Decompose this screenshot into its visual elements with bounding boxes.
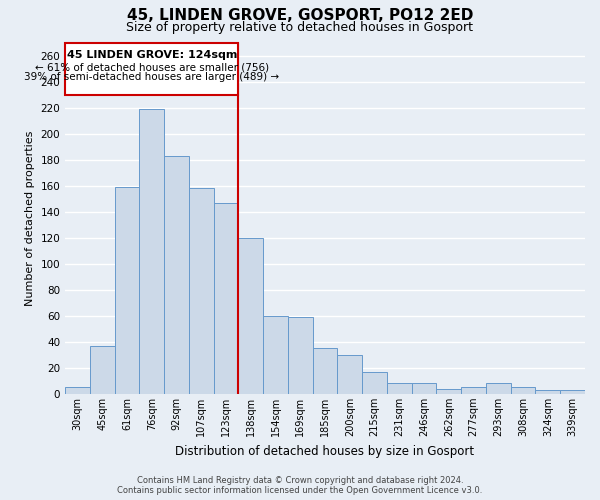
Bar [535,390,560,394]
Bar [214,202,238,394]
Y-axis label: Number of detached properties: Number of detached properties [25,130,35,306]
Text: Size of property relative to detached houses in Gosport: Size of property relative to detached ho… [127,21,473,34]
Bar [139,109,164,394]
Bar [238,238,263,394]
Bar [65,388,90,394]
Bar [461,388,486,394]
Text: 39% of semi-detached houses are larger (489) →: 39% of semi-detached houses are larger (… [24,72,279,83]
Bar [164,156,189,394]
Bar [90,346,115,394]
Text: 45, LINDEN GROVE, GOSPORT, PO12 2ED: 45, LINDEN GROVE, GOSPORT, PO12 2ED [127,8,473,22]
Bar [511,388,535,394]
Bar [436,388,461,394]
Bar [362,372,387,394]
Bar [65,42,238,94]
Text: Contains HM Land Registry data © Crown copyright and database right 2024.: Contains HM Land Registry data © Crown c… [137,476,463,485]
Text: 45 LINDEN GROVE: 124sqm: 45 LINDEN GROVE: 124sqm [67,50,237,60]
Bar [560,390,585,394]
Bar [313,348,337,394]
X-axis label: Distribution of detached houses by size in Gosport: Distribution of detached houses by size … [175,444,475,458]
Bar [486,384,511,394]
Text: Contains public sector information licensed under the Open Government Licence v3: Contains public sector information licen… [118,486,482,495]
Bar [387,384,412,394]
Bar [288,317,313,394]
Bar [115,187,139,394]
Text: ← 61% of detached houses are smaller (756): ← 61% of detached houses are smaller (75… [35,62,269,72]
Bar [337,355,362,394]
Bar [189,188,214,394]
Bar [263,316,288,394]
Bar [412,384,436,394]
